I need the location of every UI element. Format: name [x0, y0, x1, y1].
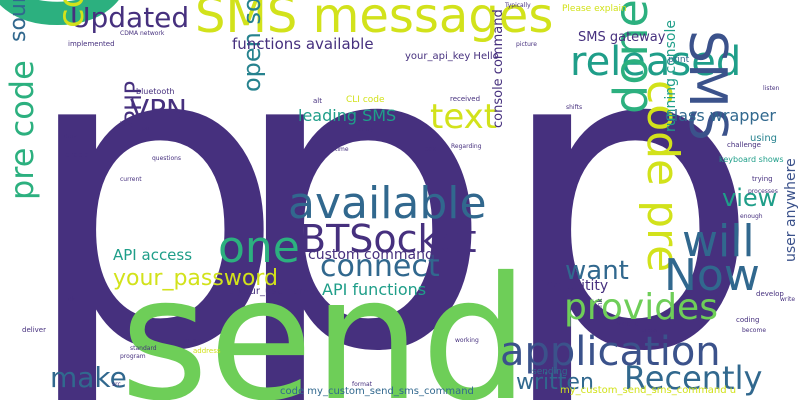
- cloud-word: working: [455, 337, 479, 344]
- cloud-word: enable: [65, 151, 89, 159]
- cloud-word: written: [516, 370, 594, 395]
- cloud-word: CLI code: [346, 95, 385, 105]
- cloud-word: Now: [664, 250, 760, 301]
- cloud-word: done: [604, 0, 658, 114]
- cloud-word: want: [565, 256, 629, 286]
- cloud-word: API access: [113, 246, 193, 264]
- cloud-word: src: [112, 381, 121, 388]
- cloud-word: jpg: [140, 125, 150, 132]
- cloud-word: CDMA network: [120, 30, 165, 37]
- cloud-word: press: [641, 327, 658, 334]
- cloud-word: error: [184, 337, 199, 344]
- cloud-word: deliver: [22, 326, 46, 334]
- cloud-word: will: [682, 216, 755, 267]
- cloud-word: pre code: [3, 60, 41, 200]
- cloud-word: running console: [663, 20, 679, 132]
- cloud-word: your_password: [113, 266, 278, 291]
- cloud-word: time: [335, 146, 349, 153]
- cloud-word: console command: [491, 9, 506, 128]
- cloud-word: entry: [358, 126, 374, 133]
- cloud-word: class wrapper: [665, 106, 777, 125]
- cloud-word: Typically: [505, 2, 531, 9]
- cloud-word: address: [193, 347, 221, 355]
- cloud-word: using: [750, 133, 778, 144]
- cloud-word: bluetooth: [136, 87, 175, 96]
- cloud-word: Mobile: [616, 320, 639, 328]
- cloud-word: p: [495, 0, 762, 400]
- cloud-word: text: [430, 97, 498, 137]
- cloud-word: Thank: [596, 298, 604, 321]
- cloud-word: one: [218, 222, 300, 273]
- cloud-word: API functions: [322, 280, 427, 299]
- cloud-word: data: [64, 133, 78, 140]
- cloud-word: provides: [564, 287, 718, 328]
- cloud-word: received: [450, 95, 481, 103]
- cloud-word: custom command: [308, 247, 434, 263]
- cloud-word: make: [50, 361, 127, 394]
- cloud-word: my_custom_send_sms_command u: [560, 385, 737, 396]
- cloud-word: print: [668, 55, 690, 65]
- cloud-word: shifts: [566, 104, 583, 111]
- cloud-word: leading SMS: [298, 106, 397, 125]
- cloud-word: SMS gateway: [578, 30, 666, 45]
- cloud-word: available: [288, 178, 487, 229]
- cloud-word: current: [120, 176, 142, 183]
- cloud-word: develop: [756, 290, 784, 298]
- cloud-word: BTSocket: [300, 217, 477, 261]
- cloud-word: coding: [736, 316, 760, 324]
- cloud-word: alt: [313, 97, 322, 105]
- cloud-word: trying: [752, 175, 773, 183]
- cloud-word: long: [120, 121, 133, 128]
- cloud-word: VPN: [130, 93, 187, 126]
- cloud-word: Recently: [624, 359, 763, 397]
- cloud-word: application: [500, 329, 721, 375]
- cloud-word: listen: [763, 85, 780, 92]
- cloud-word: line utitity: [537, 278, 609, 294]
- cloud-word: Updated: [70, 1, 190, 34]
- cloud-word: program: [120, 353, 146, 360]
- cloud-word: connect: [320, 249, 440, 284]
- cloud-word: implemented: [68, 40, 115, 48]
- cloud-word: dk: [68, 296, 76, 303]
- cloud-word: write: [780, 296, 796, 303]
- cloud-word: enough: [740, 213, 763, 220]
- cloud-word: functions available: [232, 35, 374, 53]
- cloud-word: u your_username: [228, 286, 315, 297]
- cloud-word: picture: [516, 41, 537, 48]
- cloud-word: Regarding: [451, 143, 482, 150]
- cloud-word: become: [742, 327, 767, 334]
- cloud-word: user anywhere: [783, 158, 799, 262]
- cloud-word: box: [424, 145, 437, 153]
- cloud-word: pp: [20, 0, 494, 400]
- cloud-word: standard: [130, 345, 157, 352]
- cloud-word: sending: [532, 367, 568, 377]
- cloud-word: format: [352, 381, 373, 388]
- cloud-word: code my_custom_send_sms_command: [280, 386, 474, 397]
- cloud-word: keyboard shows: [719, 155, 784, 164]
- cloud-word: SMS messages: [195, 0, 554, 44]
- cloud-word: processes: [748, 188, 778, 195]
- cloud-word: challenge: [727, 141, 761, 149]
- cloud-word: Please explain: [562, 4, 627, 14]
- cloud-word: send: [120, 241, 529, 400]
- cloud-word: your_api_key Hello: [405, 51, 499, 62]
- cloud-word: released: [570, 39, 742, 85]
- cloud-word: questions: [152, 155, 182, 162]
- cloud-word: source class: [6, 0, 31, 42]
- cloud-word: view: [722, 184, 778, 212]
- cloud-word: command line: [51, 0, 92, 28]
